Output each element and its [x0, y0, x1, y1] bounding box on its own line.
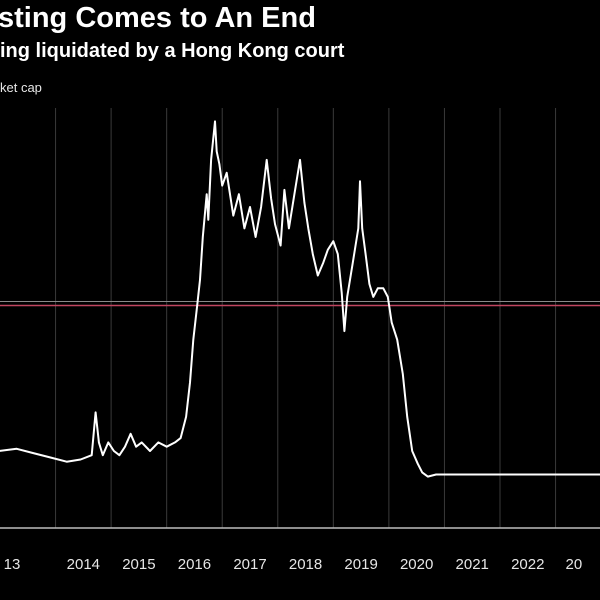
y-axis-unit-label: ket cap	[0, 80, 42, 95]
x-tick-label: 2018	[289, 556, 322, 573]
x-tick-label: 2016	[178, 556, 211, 573]
x-tick-label: 2019	[344, 556, 377, 573]
x-tick-label: 2022	[511, 556, 544, 573]
series-line	[0, 120, 600, 478]
x-tick-label: 2015	[122, 556, 155, 573]
x-tick-label: 13	[4, 556, 21, 573]
x-tick-label: 2020	[400, 556, 433, 573]
x-tick-label: 2014	[67, 556, 100, 573]
x-tick-label: 2021	[456, 556, 489, 573]
x-tick-label: 20	[566, 556, 583, 573]
chart-title: sting Comes to An End	[0, 2, 316, 34]
chart-subtitle: ing liquidated by a Hong Kong court	[0, 40, 345, 62]
x-tick-label: 2017	[233, 556, 266, 573]
